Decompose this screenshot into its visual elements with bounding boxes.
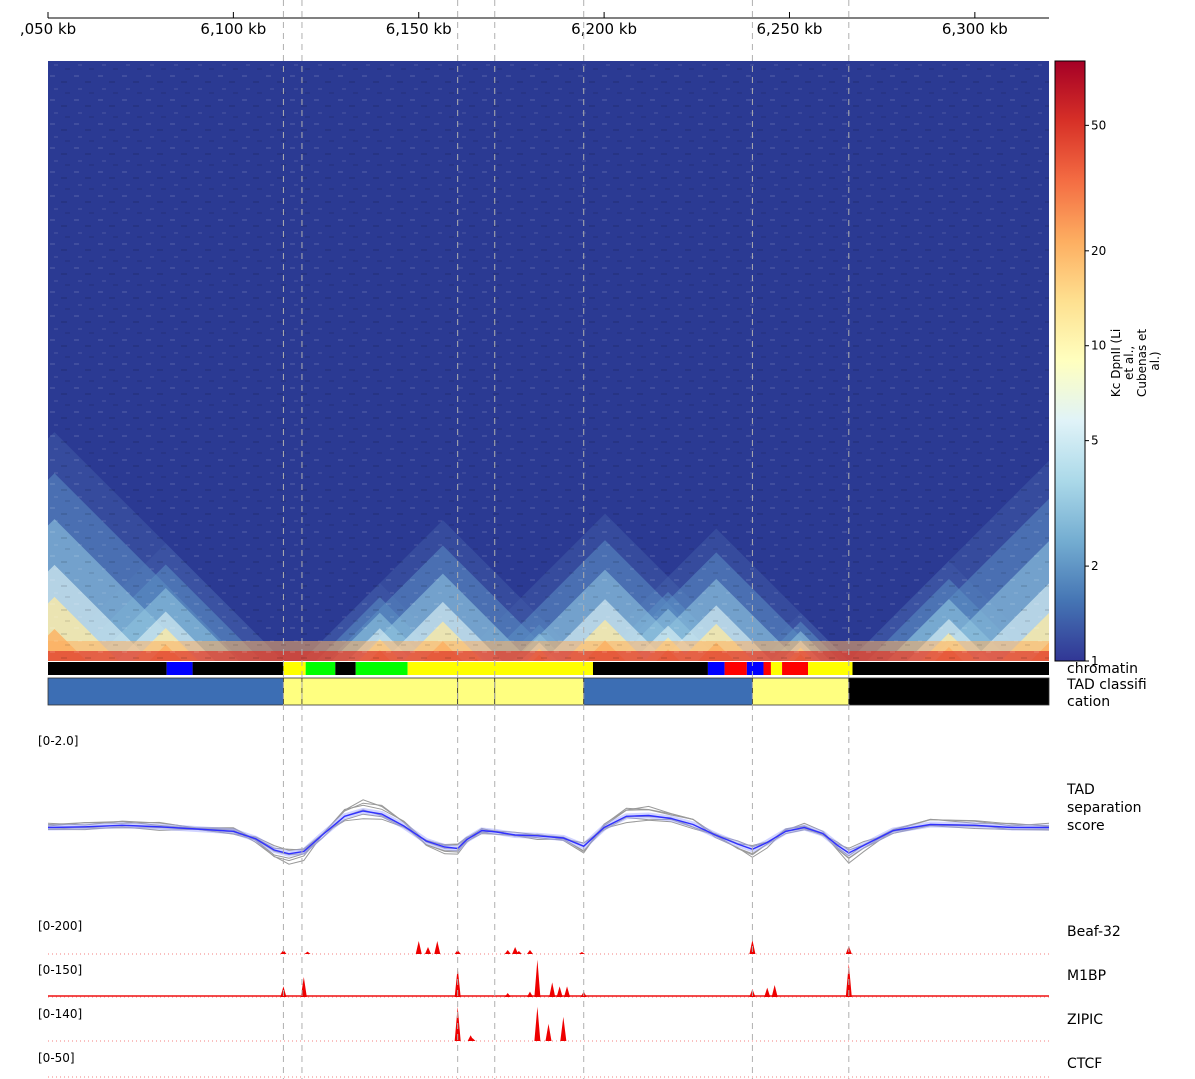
colorbar-tick-label: 5 <box>1091 434 1099 448</box>
colorbar-label: Kc DpnII (Li et al., Cubenas et al.) <box>1109 325 1162 397</box>
zipic-peak <box>534 1006 541 1041</box>
boundary-guides <box>282 0 850 1079</box>
axis-tick-label: ,050 kb <box>20 20 76 38</box>
beaf32-peak <box>434 941 441 954</box>
beaf32-track <box>48 940 1049 955</box>
chromatin-segment <box>192 662 284 675</box>
tad-score-label-3: score <box>1067 818 1105 834</box>
chromatin-segment <box>305 662 336 675</box>
chromatin-segment <box>746 662 764 675</box>
tad-score-replicate-line <box>47 813 1050 851</box>
zipic-peak <box>545 1023 552 1041</box>
tad-score-label-1: TAD <box>1066 782 1095 798</box>
m1bp-background <box>48 995 1049 997</box>
hic-heatmap <box>48 61 1049 661</box>
tad-classification-label-2: cation <box>1067 694 1110 710</box>
beaf32-label: Beaf-32 <box>1067 924 1121 940</box>
tad-segment <box>47 677 284 706</box>
axis-tick-label: 6,150 kb <box>386 20 452 38</box>
colorbar-tick-label: 10 <box>1091 339 1106 353</box>
tad-segment <box>752 677 850 706</box>
ctcf-label: CTCF <box>1067 1056 1102 1072</box>
colorbar-tick-label: 1 <box>1091 654 1099 668</box>
beaf32-range: [0-200] <box>38 919 82 933</box>
tad-separation-score-track <box>47 799 1050 865</box>
beaf32-peak <box>512 947 519 954</box>
axis-tick-label: 6,200 kb <box>571 20 637 38</box>
chromatin-segment <box>48 662 167 675</box>
m1bp-peak <box>534 959 541 997</box>
beaf32-peak <box>578 952 585 954</box>
colorbar-bar <box>1054 60 1086 662</box>
beaf32-peak <box>526 950 533 954</box>
chromatin-track <box>48 662 1049 675</box>
chromatin-label: chromatin <box>1067 661 1138 677</box>
chromatin-segment <box>283 662 306 675</box>
tad-segment <box>283 677 303 706</box>
chromatin-segment <box>355 662 408 675</box>
tad-score-label-2: separation <box>1067 800 1142 816</box>
tad-score-mean-line <box>47 810 1049 855</box>
zipic-track <box>48 1006 1049 1042</box>
tad-classification-track <box>47 677 1050 706</box>
axis-tick-label: 6,300 kb <box>942 20 1008 38</box>
chromatin-segment <box>592 662 708 675</box>
chromatin-segment <box>707 662 725 675</box>
beaf32-peak <box>415 941 422 954</box>
tad-segment <box>457 677 496 706</box>
m1bp-track <box>48 959 1049 998</box>
tad-segment <box>583 677 753 706</box>
colorbar-tick-label: 50 <box>1091 118 1106 132</box>
chromatin-segment <box>335 662 356 675</box>
m1bp-peak <box>549 982 556 997</box>
axis-tick-label: 6,250 kb <box>757 20 823 38</box>
m1bp-label: M1BP <box>1067 968 1106 984</box>
m1bp-peak <box>764 987 771 997</box>
chromatin-segment <box>808 662 853 675</box>
tad-segment <box>301 677 459 706</box>
zipic-label: ZIPIC <box>1067 1012 1103 1028</box>
chromatin-segment <box>852 662 1049 675</box>
beaf32-peak <box>515 951 522 954</box>
m1bp-peak <box>564 986 571 997</box>
beaf32-peak <box>504 950 511 954</box>
top-axis: ,050 kb 6,100 kb 6,150 kb 6,200 kb 6,250 kb 6… <box>20 12 1049 38</box>
chromatin-segment <box>770 662 783 675</box>
zipic-range: [0-140] <box>38 1007 82 1021</box>
axis-tick-label: 6,100 kb <box>200 20 266 38</box>
chromatin-segment <box>763 662 771 675</box>
beaf32-peak <box>425 947 432 954</box>
beaf32-peak <box>304 951 311 954</box>
m1bp-peak <box>771 985 778 997</box>
tad-classification-label-1: TAD classifi <box>1066 677 1147 693</box>
heatmap-texture-layer <box>48 61 1049 661</box>
colorbar-tick-label: 2 <box>1091 559 1099 573</box>
colorbar: 1 2 5 10 20 50 Kc DpnII (Li et al., Cubenas e… <box>1054 60 1162 668</box>
ctcf-range: [0-50] <box>38 1051 75 1065</box>
tad-score-replicate-line <box>47 799 1050 865</box>
zipic-peak <box>469 1038 476 1041</box>
tad-score-mean-band <box>47 807 1049 857</box>
zipic-peak <box>560 1016 567 1041</box>
tad-segment <box>494 677 585 706</box>
chromatin-segment <box>724 662 747 675</box>
tad-segment <box>848 677 1050 706</box>
m1bp-peak <box>556 986 563 997</box>
chromatin-segment <box>166 662 193 675</box>
tad-score-range: [0-2.0] <box>38 734 78 748</box>
chromatin-segment <box>407 662 593 675</box>
chromatin-segment <box>782 662 809 675</box>
m1bp-range: [0-150] <box>38 963 82 977</box>
colorbar-tick-label: 20 <box>1091 244 1106 258</box>
